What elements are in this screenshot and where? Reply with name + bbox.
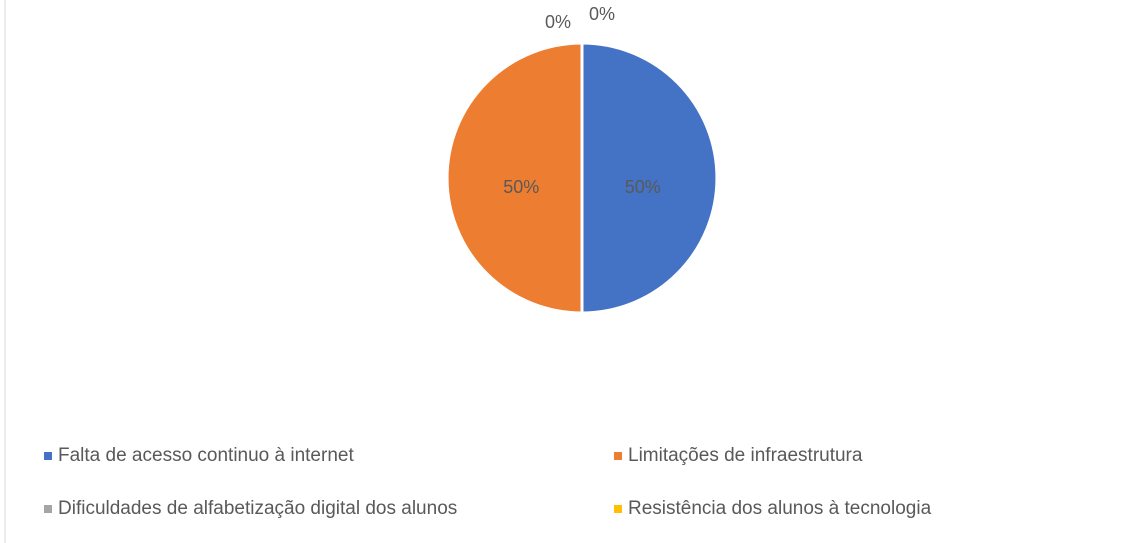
legend-label: Falta de acesso continuo à internet [58, 445, 354, 466]
value-label: 50% [503, 177, 539, 197]
legend-swatch [614, 505, 622, 513]
legend-label: Resistência dos alunos à tecnologia [628, 498, 932, 519]
value-label: 0% [589, 4, 615, 24]
legend-label: Dificuldades de alfabetização digital do… [58, 498, 457, 519]
legend-swatch [44, 505, 52, 513]
legend-swatch [44, 452, 52, 460]
legend-label: Limitações de infraestrutura [628, 445, 863, 466]
value-label: 50% [625, 177, 661, 197]
pie-slice [445, 41, 584, 315]
value-label: 0% [545, 12, 571, 32]
pie-slice [580, 41, 719, 315]
legend-swatch [614, 452, 622, 460]
